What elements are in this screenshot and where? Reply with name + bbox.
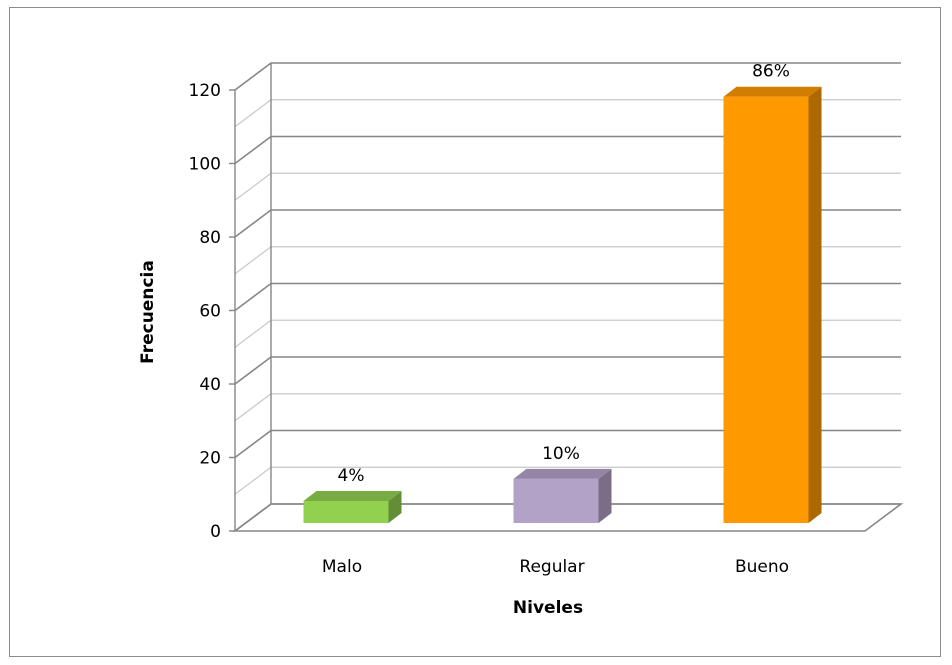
chart-floor xyxy=(232,503,904,532)
bar-top xyxy=(513,468,612,479)
bar-front xyxy=(303,500,389,523)
y-tick-label: 80 xyxy=(199,228,221,248)
x-tick-label: Bueno xyxy=(735,557,789,577)
major-gridline xyxy=(234,62,901,91)
y-tick-label: 100 xyxy=(189,155,221,175)
bar-layer xyxy=(303,86,822,523)
bar-regular xyxy=(513,468,612,523)
grid-layer xyxy=(229,62,904,532)
x-tick-label: Malo xyxy=(322,557,362,577)
bar-front xyxy=(723,96,809,523)
y-tick-label: 40 xyxy=(199,375,221,395)
bar-side xyxy=(598,468,612,523)
y-tick-label: 20 xyxy=(199,449,221,469)
y-tick-label: 0 xyxy=(210,522,221,542)
bar-top xyxy=(723,86,822,97)
data-label: 86% xyxy=(752,62,790,82)
bar-top xyxy=(303,490,402,501)
data-label: 10% xyxy=(542,444,580,464)
data-label: 4% xyxy=(338,466,365,486)
x-axis-title: Niveles xyxy=(513,598,583,618)
label-layer: 0 20 40 60 80 100 120 4% Malo 10% Regular 86% Bueno xyxy=(189,62,790,577)
bar-side xyxy=(388,490,402,523)
y-axis-title: Frecuencia xyxy=(138,260,158,364)
bar-malo xyxy=(303,490,402,523)
x-tick-label: Regular xyxy=(519,557,584,577)
bar-side xyxy=(808,86,822,523)
y-tick-label: 120 xyxy=(189,81,221,101)
bar-bueno xyxy=(723,86,822,523)
y-tick-label: 60 xyxy=(199,302,221,322)
bar-front xyxy=(513,478,599,523)
